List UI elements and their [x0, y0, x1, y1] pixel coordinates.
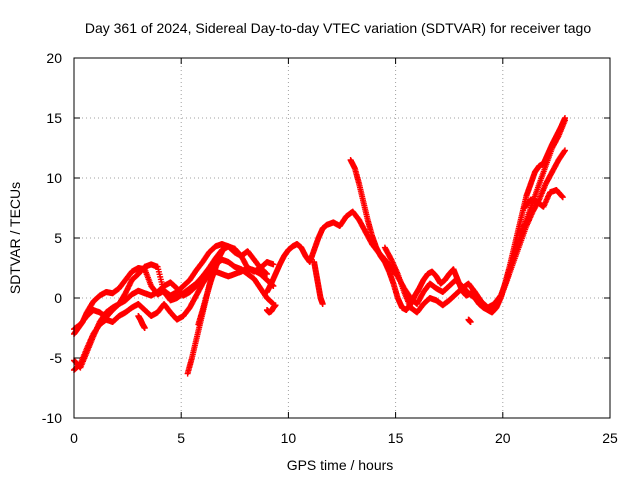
series-track-n: [465, 316, 474, 325]
data-points: [71, 115, 568, 377]
x-tick-label: 5: [177, 430, 185, 446]
data-point: [559, 194, 566, 201]
y-tick-label: 20: [46, 50, 62, 66]
y-tick-label: 10: [46, 170, 62, 186]
x-tick-label: 15: [388, 430, 404, 446]
data-point: [263, 271, 270, 277]
y-tick-label: 5: [54, 230, 62, 246]
data-point: [561, 115, 568, 121]
data-point: [272, 302, 279, 309]
x-tick-labels: 0 5 10 15 20 25: [70, 430, 618, 446]
x-tick-label: 10: [281, 430, 297, 446]
series-track-h: [347, 115, 568, 316]
data-point: [221, 244, 228, 251]
data-point: [319, 301, 326, 307]
y-tick-label: -10: [42, 410, 62, 426]
series-track-f: [195, 244, 228, 328]
series-track-m: [135, 313, 148, 331]
data-point: [467, 319, 474, 325]
data-point: [270, 261, 277, 268]
data-point: [561, 147, 568, 154]
series-track-k: [263, 302, 279, 316]
y-tick-labels: -10 -5 0 5 10 15 20: [42, 50, 62, 426]
x-tick-label: 25: [602, 430, 618, 446]
y-tick-label: 15: [46, 110, 62, 126]
grid-lines: [74, 58, 610, 418]
series-track-l: [311, 259, 326, 307]
y-tick-label: 0: [54, 290, 62, 306]
y-axis-label: SDTVAR / TECUs: [7, 182, 23, 294]
chart-title: Day 361 of 2024, Sidereal Day-to-day VTE…: [85, 20, 592, 36]
series-track-i: [381, 147, 568, 316]
x-tick-label: 0: [70, 430, 78, 446]
x-tick-label: 20: [495, 430, 511, 446]
series-track-j: [521, 187, 566, 211]
axis-ticks: [73, 57, 611, 419]
data-point: [141, 325, 148, 331]
x-axis-label: GPS time / hours: [287, 457, 394, 473]
y-tick-label: -5: [50, 350, 63, 366]
